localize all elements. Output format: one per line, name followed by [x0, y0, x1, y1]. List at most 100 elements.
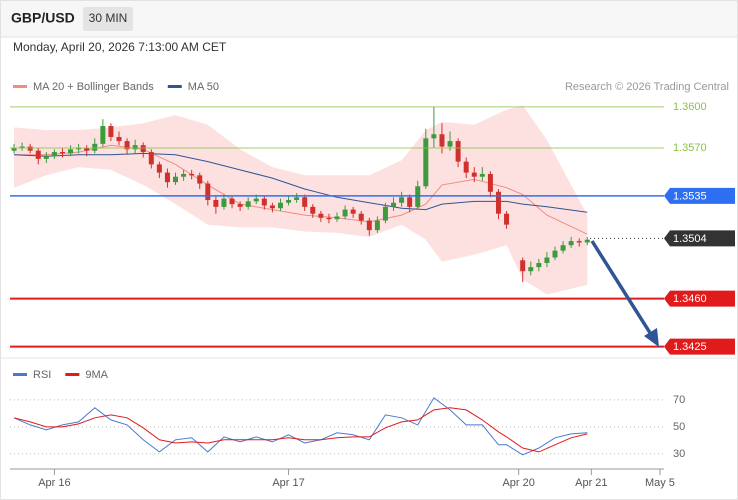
candle-body [576, 241, 582, 243]
candle-body [584, 239, 590, 243]
candle-body [431, 134, 437, 139]
top-layer: MA 20 + Bollinger Bands MA 50 Research © 2… [10, 81, 735, 489]
x-tick-label: Apr 17 [272, 477, 304, 489]
candle-body [536, 263, 542, 268]
candle-body [286, 199, 292, 203]
candle-body [342, 209, 348, 217]
candle-body [544, 257, 550, 264]
level-box [664, 290, 735, 307]
legend-label: MA 50 [188, 81, 219, 93]
candle-body [92, 143, 98, 151]
candle-body [318, 213, 324, 218]
candle-body [487, 173, 493, 192]
candle-body [173, 176, 179, 183]
candle-body [213, 199, 219, 207]
level-label: 1.3570 [673, 142, 707, 154]
candle-body [528, 267, 534, 272]
x-tick-label: Apr 20 [502, 477, 534, 489]
candle-body [245, 201, 251, 207]
candle-body [59, 152, 65, 154]
forecast-arrow [590, 240, 654, 337]
candle-body [407, 197, 413, 207]
legend-swatch [13, 373, 27, 376]
candle-body [189, 173, 195, 176]
candle-body [108, 126, 114, 137]
candle-body [197, 175, 203, 184]
candle-body [334, 216, 340, 220]
forecast-arrowhead [644, 328, 659, 347]
candle-body [43, 156, 49, 159]
candle-body [463, 161, 469, 173]
candle-body [253, 198, 259, 202]
candle-body [269, 205, 275, 209]
candle-body [358, 213, 364, 221]
bollinger-band [14, 105, 588, 295]
legend-label: 9MA [85, 369, 108, 381]
candle-body [11, 147, 17, 151]
candle-body [124, 141, 130, 150]
candle-body [76, 147, 82, 150]
candle-body [439, 134, 445, 147]
y-tick-label: 70 [673, 394, 685, 406]
level-box [664, 187, 735, 204]
level-box [664, 338, 735, 355]
candle-body [302, 197, 308, 207]
level-label: 1.3535 [673, 190, 707, 202]
y-tick-label: 50 [673, 421, 685, 433]
candle-body [382, 206, 388, 221]
candle-body [471, 172, 477, 177]
candle-body [366, 220, 372, 231]
candle-body [560, 245, 566, 251]
candle-body [568, 241, 574, 246]
candle-body [19, 146, 25, 148]
interval[interactable]: 30 MIN [89, 11, 128, 25]
interval-badge[interactable] [83, 7, 133, 31]
candle-body [374, 220, 380, 231]
candle-body [326, 217, 332, 220]
candle-body [455, 141, 461, 162]
candle-body [277, 202, 283, 209]
candle-body [221, 198, 227, 207]
candle-body [27, 146, 33, 151]
candle-body [310, 206, 316, 214]
candle-body [237, 204, 243, 207]
candle-body [261, 198, 267, 206]
level-label: 1.3425 [673, 341, 707, 353]
candle-body [479, 173, 485, 177]
legend-swatch [13, 85, 27, 88]
candle-body [84, 147, 90, 151]
candle-body [294, 197, 300, 200]
candle-body [229, 198, 235, 205]
candle-body [51, 152, 57, 157]
candle-body [68, 149, 74, 154]
candle-body [181, 173, 187, 177]
x-tick-label: May 5 [645, 477, 675, 489]
x-tick-label: Apr 21 [575, 477, 607, 489]
candle-body [35, 150, 41, 159]
series-line [13, 397, 588, 456]
level-label: 1.3600 [673, 101, 707, 113]
x-tick-label: Apr 16 [38, 477, 70, 489]
candle-body [100, 126, 106, 144]
candle-body [423, 138, 429, 187]
level-label: 1.3460 [673, 293, 707, 305]
symbol: GBP/USD [11, 10, 75, 26]
candle-body [447, 141, 453, 147]
candle-body [164, 172, 170, 183]
legend-label: MA 20 + Bollinger Bands [33, 81, 154, 93]
candle-body [205, 183, 211, 200]
ma-line [13, 152, 588, 213]
level-label: 1.3504 [673, 233, 707, 245]
band-layer [14, 105, 588, 295]
level-box [664, 230, 735, 247]
credit: Research © 2026 Trading Central [565, 81, 729, 93]
candle-body [148, 152, 154, 165]
series-line [13, 407, 588, 453]
y-tick-label: 30 [673, 448, 685, 460]
candle-body [504, 213, 510, 225]
candle-body [495, 191, 501, 214]
candle-body [399, 197, 405, 203]
